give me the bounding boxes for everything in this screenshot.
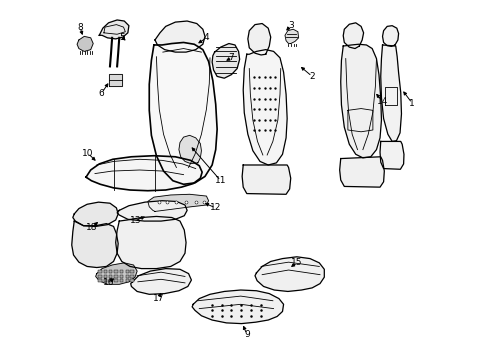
Polygon shape — [149, 42, 217, 184]
Text: 3: 3 — [288, 21, 294, 30]
Polygon shape — [380, 141, 404, 169]
Bar — [103, 275, 107, 278]
Polygon shape — [116, 216, 186, 269]
Polygon shape — [155, 21, 205, 52]
Bar — [98, 275, 102, 278]
Text: 5: 5 — [119, 33, 124, 42]
Bar — [109, 279, 113, 282]
Polygon shape — [77, 36, 93, 51]
Text: 9: 9 — [244, 330, 250, 339]
Polygon shape — [243, 50, 287, 165]
Bar — [130, 270, 134, 273]
Bar — [130, 275, 134, 278]
Text: 18: 18 — [86, 222, 98, 231]
Polygon shape — [179, 135, 201, 163]
Polygon shape — [148, 194, 209, 211]
Bar — [103, 270, 107, 273]
Polygon shape — [131, 269, 192, 294]
Polygon shape — [381, 45, 401, 141]
Bar — [126, 270, 129, 273]
Polygon shape — [383, 26, 398, 46]
Bar — [120, 270, 123, 273]
Polygon shape — [248, 23, 270, 55]
Polygon shape — [212, 44, 240, 78]
Text: 8: 8 — [77, 23, 83, 32]
Text: 6: 6 — [98, 89, 104, 98]
Polygon shape — [109, 73, 122, 86]
Bar — [114, 270, 118, 273]
Bar — [114, 275, 118, 278]
Polygon shape — [117, 201, 187, 221]
Polygon shape — [99, 20, 129, 39]
Polygon shape — [255, 257, 324, 292]
Text: 7: 7 — [228, 53, 234, 62]
Text: 11: 11 — [215, 176, 226, 185]
Polygon shape — [341, 44, 381, 158]
Text: 13: 13 — [130, 216, 142, 225]
Text: 4: 4 — [204, 33, 209, 42]
Bar — [103, 279, 107, 282]
Bar — [120, 279, 123, 282]
Text: 14: 14 — [377, 97, 388, 106]
Polygon shape — [242, 165, 291, 194]
Bar — [109, 270, 113, 273]
Text: 12: 12 — [210, 203, 221, 212]
Polygon shape — [340, 157, 384, 187]
Polygon shape — [73, 202, 118, 226]
Bar — [98, 270, 102, 273]
Bar — [120, 275, 123, 278]
Bar — [126, 279, 129, 282]
Bar — [126, 275, 129, 278]
Bar — [114, 279, 118, 282]
Bar — [109, 275, 113, 278]
Polygon shape — [96, 263, 137, 284]
Polygon shape — [192, 290, 284, 324]
Polygon shape — [86, 156, 202, 191]
Text: 17: 17 — [153, 294, 164, 303]
Polygon shape — [343, 23, 364, 49]
Text: 16: 16 — [103, 278, 114, 287]
Polygon shape — [72, 221, 118, 267]
Text: 15: 15 — [291, 258, 302, 267]
Bar — [130, 279, 134, 282]
Bar — [98, 279, 102, 282]
Text: 2: 2 — [309, 72, 315, 81]
Polygon shape — [285, 29, 298, 44]
Text: 1: 1 — [409, 99, 415, 108]
Text: 10: 10 — [82, 149, 94, 158]
